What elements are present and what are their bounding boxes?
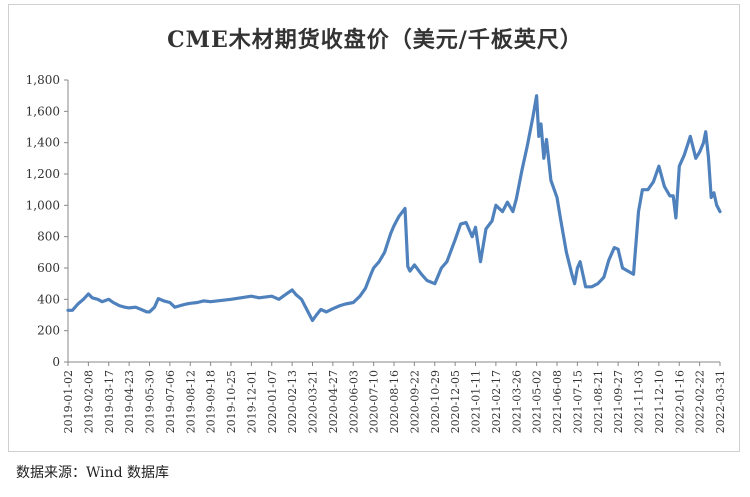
x-tick-label: 2019-03-17 xyxy=(103,370,116,433)
x-tick-label: 2020-12-05 xyxy=(449,370,462,433)
x-tick-label: 2021-07-15 xyxy=(571,370,584,433)
x-tick-label: 2019-07-06 xyxy=(164,370,177,433)
x-tick-label: 2021-11-03 xyxy=(633,370,646,433)
y-tick-label: 600 xyxy=(37,261,60,275)
y-tick-label: 1,400 xyxy=(26,136,60,150)
y-tick-label: 800 xyxy=(37,230,60,244)
y-tick-label: 1,200 xyxy=(26,167,60,181)
x-tick-label: 2020-07-10 xyxy=(368,370,381,433)
x-tick-label: 2020-01-07 xyxy=(266,370,279,433)
x-tick-label: 2021-09-27 xyxy=(612,370,625,433)
y-tick-label: 1,600 xyxy=(26,104,60,118)
x-tick-label: 2020-06-03 xyxy=(347,370,360,433)
x-tick-label: 2022-02-22 xyxy=(694,370,707,433)
x-tick-label: 2021-05-02 xyxy=(531,370,544,433)
y-tick-label: 400 xyxy=(37,292,60,306)
x-tick-label: 2019-01-02 xyxy=(62,370,75,433)
x-tick-label: 2019-08-12 xyxy=(184,370,197,433)
x-tick-label: 2021-01-11 xyxy=(470,370,483,433)
x-tick-label: 2019-12-01 xyxy=(245,370,258,433)
x-tick-label: 2020-08-16 xyxy=(388,370,401,433)
x-tick-label: 2020-03-21 xyxy=(307,370,320,433)
x-tick-label: 2019-09-18 xyxy=(205,370,218,433)
y-tick-label: 200 xyxy=(37,324,60,338)
x-tick-label: 2021-02-17 xyxy=(490,370,503,433)
y-tick-label: 1,800 xyxy=(26,73,60,87)
x-tick-label: 2020-02-13 xyxy=(286,370,299,433)
x-tick-label: 2020-04-27 xyxy=(327,370,340,433)
x-tick-label: 2019-05-30 xyxy=(144,370,157,433)
chart-frame xyxy=(8,4,740,452)
x-tick-label: 2021-12-10 xyxy=(653,370,666,433)
y-tick-label: 1,000 xyxy=(26,198,60,212)
x-tick-label: 2021-08-21 xyxy=(592,370,605,433)
x-tick-label: 2021-06-08 xyxy=(551,370,564,433)
x-tick-label: 2022-03-31 xyxy=(714,370,727,433)
x-tick-label: 2020-10-29 xyxy=(429,370,442,433)
x-tick-label: 2019-04-23 xyxy=(123,370,136,433)
x-tick-label: 2022-01-16 xyxy=(673,370,686,433)
series-line xyxy=(66,94,722,323)
x-tick-label: 2021-03-26 xyxy=(510,370,523,433)
data-source-note: 数据来源：Wind 数据库 xyxy=(16,465,170,481)
x-tick-label: 2020-09-22 xyxy=(408,370,421,433)
chart-title: CME木材期货收盘价（美元/千板英尺） xyxy=(167,27,583,53)
y-tick-label: 0 xyxy=(52,355,60,369)
x-tick-label: 2019-02-08 xyxy=(82,370,95,433)
x-tick-label: 2019-10-25 xyxy=(225,370,238,433)
